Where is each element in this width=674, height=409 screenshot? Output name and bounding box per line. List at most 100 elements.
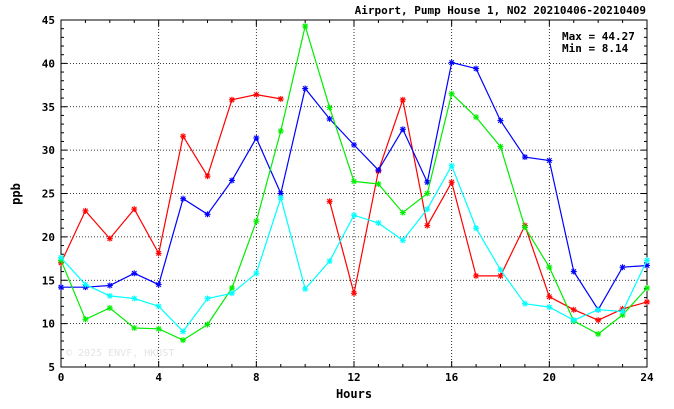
min-annotation: Min = 8.14: [562, 42, 629, 55]
data-point: [131, 270, 138, 277]
y-tick-label: 15: [42, 274, 55, 287]
data-point: [619, 308, 626, 315]
watermark: © 2025 ENVF, HKUST: [66, 348, 174, 359]
data-point: [277, 95, 284, 102]
data-point: [399, 237, 406, 244]
data-point: [595, 331, 602, 338]
x-tick-label: 12: [347, 371, 360, 384]
x-axis-title: Hours: [336, 387, 372, 401]
y-tick-label: 35: [42, 101, 55, 114]
data-point: [106, 282, 113, 289]
data-point: [497, 143, 504, 150]
data-point: [253, 91, 260, 98]
data-point: [228, 290, 235, 297]
x-tick-label: 20: [543, 371, 556, 384]
data-point: [131, 206, 138, 213]
data-point: [375, 219, 382, 226]
data-point: [424, 222, 431, 229]
data-point: [424, 179, 431, 186]
grid-lines: [61, 20, 647, 367]
data-point: [424, 206, 431, 213]
data-point: [521, 154, 528, 161]
data-point: [302, 285, 309, 292]
data-point: [351, 178, 357, 185]
max-annotation: Max = 44.27: [562, 30, 635, 43]
series-layer: [58, 23, 650, 344]
data-point: [473, 225, 480, 232]
data-point: [546, 304, 553, 311]
data-point: [204, 321, 211, 328]
data-point: [497, 272, 504, 279]
data-point: [570, 306, 577, 313]
data-point: [302, 23, 309, 30]
y-axis-title: ppb: [9, 183, 23, 205]
series-3: [58, 23, 650, 344]
y-tick-label: 25: [42, 188, 55, 201]
data-point: [155, 325, 162, 332]
series-line: [60, 93, 281, 264]
data-point: [253, 218, 260, 225]
data-point: [131, 295, 138, 302]
data-point: [204, 173, 211, 180]
y-tick-label: 30: [42, 144, 55, 157]
data-point: [58, 284, 64, 291]
data-point: [326, 198, 333, 205]
y-tick-label: 20: [42, 231, 55, 244]
data-point: [326, 115, 333, 122]
data-point: [180, 195, 187, 202]
data-point: [570, 317, 577, 324]
data-point: [399, 209, 406, 216]
data-point: [82, 281, 89, 288]
data-point: [448, 179, 455, 186]
data-point: [351, 141, 357, 148]
y-tick-label: 40: [42, 57, 55, 70]
data-point: [106, 235, 113, 242]
data-point: [473, 114, 480, 121]
data-point: [82, 207, 89, 214]
data-point: [497, 117, 504, 124]
x-tick-label: 0: [58, 371, 65, 384]
data-point: [253, 134, 260, 141]
data-point: [448, 59, 455, 66]
data-point: [644, 285, 650, 292]
y-tick-label: 5: [48, 361, 55, 374]
data-point: [399, 126, 406, 133]
data-point: [644, 298, 650, 305]
data-point: [619, 264, 626, 271]
data-point: [131, 324, 138, 331]
data-point: [497, 266, 504, 273]
data-point: [473, 272, 480, 279]
data-point: [180, 133, 187, 140]
data-point: [204, 211, 211, 218]
data-point: [326, 104, 333, 111]
data-point: [204, 295, 211, 302]
data-point: [228, 177, 235, 184]
x-tick-label: 4: [155, 371, 162, 384]
data-point: [595, 306, 602, 313]
data-point: [546, 264, 553, 271]
series-1: [58, 91, 650, 324]
data-point: [326, 258, 333, 265]
axis-ticks: 0 4 8 12 16 20 24 5 10 15 20 25 30 35 40 45: [42, 14, 654, 384]
data-point: [595, 317, 602, 324]
data-point: [277, 194, 284, 201]
data-point: [253, 270, 260, 277]
data-point: [302, 85, 309, 92]
data-point: [58, 254, 64, 261]
x-tick-label: 16: [445, 371, 459, 384]
data-point: [180, 337, 187, 344]
data-point: [644, 257, 650, 264]
y-tick-label: 45: [42, 14, 55, 27]
data-point: [570, 268, 577, 275]
data-point: [546, 157, 553, 164]
data-point: [155, 250, 162, 257]
data-point: [106, 305, 113, 312]
data-point: [448, 90, 455, 97]
data-point: [424, 190, 431, 197]
data-point: [82, 316, 89, 323]
data-point: [351, 290, 357, 297]
data-point: [277, 128, 284, 135]
series-line: [329, 97, 648, 321]
data-point: [546, 293, 553, 300]
x-tick-label: 8: [253, 371, 260, 384]
